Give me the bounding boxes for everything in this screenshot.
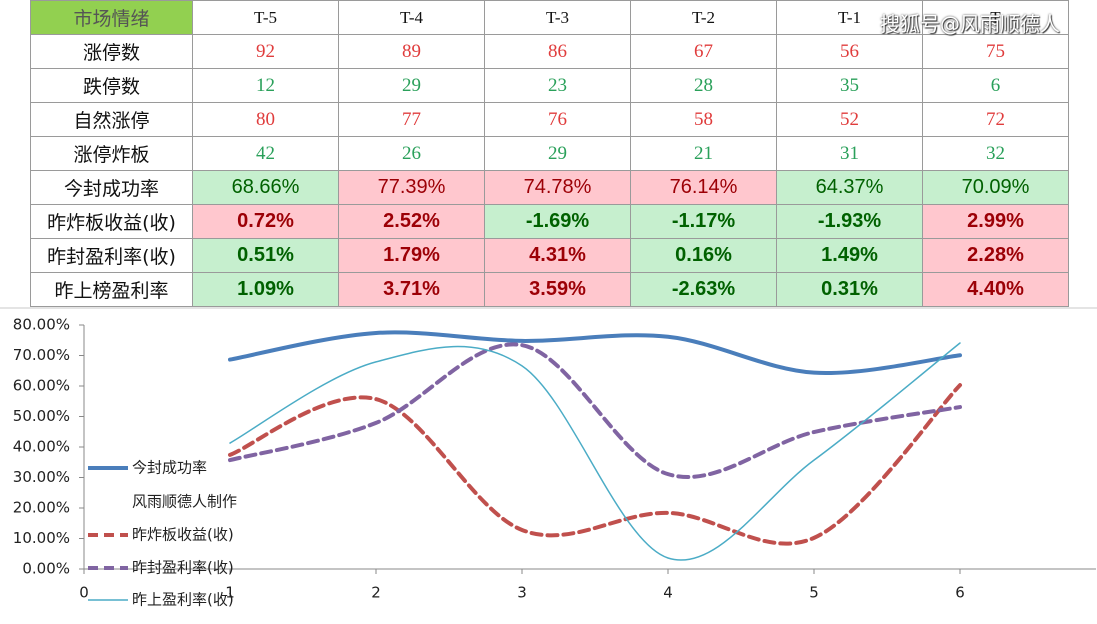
table-cell: 68.66% [192,170,339,205]
table-cell: 77.39% [338,170,485,205]
y-tick-label: 10.00% [13,529,70,547]
legend-label: 昨上盈利率(收) [132,591,234,609]
y-tick-label: 20.00% [13,499,70,517]
table-cell: 0.16% [630,238,777,273]
table-cell: 1.09% [192,272,339,307]
row-label: 昨炸板收益(收) [30,204,193,239]
table-cell: 74.78% [484,170,631,205]
table-cell: -1.93% [776,204,923,239]
table-cell: 75 [922,34,1069,69]
table-row: 自然涨停 80 77 76 58 52 72 [30,102,1069,137]
y-tick-label: 40.00% [13,438,70,456]
y-tick-label: 70.00% [13,346,70,364]
x-tick-label: 5 [809,584,819,602]
table-cell: 1.49% [776,238,923,273]
table-cell: 52 [776,102,923,137]
table-cell: 26 [338,136,485,171]
table-cell: 77 [338,102,485,137]
table-cell: 2.28% [922,238,1069,273]
table-cell: 35 [776,68,923,103]
series-line [228,342,962,479]
table-cell: 21 [630,136,777,171]
table-cell: 67 [630,34,777,69]
table-cell: 2.99% [922,204,1069,239]
y-tick-label: 50.00% [13,407,70,425]
table-cell: -2.63% [630,272,777,307]
y-tick-label: 80.00% [13,316,70,334]
table-cell: 1.79% [338,238,485,273]
table-cell: 29 [338,68,485,103]
header-cell: T-4 [338,0,485,35]
series-line [228,383,962,546]
x-tick-label: 3 [517,584,527,602]
watermark: 搜狐号@风雨顺德人 [880,12,1060,36]
header-cell: T-1 [776,0,923,35]
table-cell: 89 [338,34,485,69]
legend-label: 昨封盈利率(收) [132,559,234,577]
row-label: 今封成功率 [30,170,193,205]
table-row: 昨炸板收益(收) 0.72% 2.52% -1.69% -1.17% -1.93% 2.99… [30,204,1069,239]
legend-label: 昨炸板收益(收) [132,526,234,544]
series-line [228,330,962,376]
table-cell: 0.31% [776,272,923,307]
table-cell: 76.14% [630,170,777,205]
row-label: 涨停数 [30,34,193,69]
table-cell: 0.51% [192,238,339,273]
row-label: 昨封盈利率(收) [30,238,193,273]
table-row: 昨封盈利率(收) 0.51% 1.79% 4.31% 0.16% 1.49% 2.28% [30,238,1069,273]
y-tick-label: 0.00% [22,560,70,578]
legend-label: 今封成功率 [132,459,207,477]
x-tick-label: 4 [663,584,673,602]
table-cell: 2.52% [338,204,485,239]
table-cell: -1.17% [630,204,777,239]
row-label: 自然涨停 [30,102,193,137]
table-row: 今封成功率 68.66% 77.39% 74.78% 76.14% 64.37% 70.09… [30,170,1069,205]
x-tick-label: 1 [225,584,235,602]
table-row: 跌停数 12 29 23 28 35 6 [30,68,1069,103]
header-cell: T [922,0,1069,35]
table-cell: 31 [776,136,923,171]
y-tick-label: 60.00% [13,377,70,395]
header-cell: T-2 [630,0,777,35]
header-cell: T-5 [192,0,339,35]
table-cell: 12 [192,68,339,103]
table-cell: 86 [484,34,631,69]
table-cell: 58 [630,102,777,137]
table-cell: 3.59% [484,272,631,307]
row-label: 昨上榜盈利率 [30,272,193,307]
market-table: 市场情绪 T-5 T-4 T-3 T-2 T-1 T 涨停数 92 89 86 67 56 75 跌停数 12… [30,0,1069,307]
x-tick-label: 0 [79,584,89,602]
table-cell: 4.31% [484,238,631,273]
table-cell: -1.69% [484,204,631,239]
table-row: 昨上榜盈利率 1.09% 3.71% 3.59% -2.63% 0.31% 4.40% [30,272,1069,307]
y-tick-label: 30.00% [13,468,70,486]
header-row: 市场情绪 T-5 T-4 T-3 T-2 T-1 T [30,0,1069,35]
table-cell: 3.71% [338,272,485,307]
table-cell: 4.40% [922,272,1069,307]
table-cell: 28 [630,68,777,103]
table-cell: 70.09% [922,170,1069,205]
x-tick-label: 2 [371,584,381,602]
x-tick-label: 6 [955,584,965,602]
annotation: 风雨顺德人制作 [132,493,237,511]
table-cell: 29 [484,136,631,171]
series-line [229,342,961,561]
header-cell: 市场情绪 [30,0,193,35]
